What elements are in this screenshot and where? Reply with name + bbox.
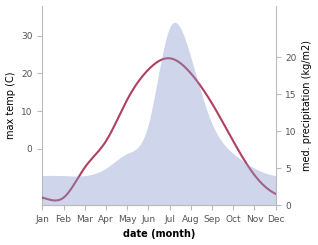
Y-axis label: med. precipitation (kg/m2): med. precipitation (kg/m2): [302, 40, 313, 171]
X-axis label: date (month): date (month): [123, 230, 195, 239]
Y-axis label: max temp (C): max temp (C): [5, 72, 16, 139]
